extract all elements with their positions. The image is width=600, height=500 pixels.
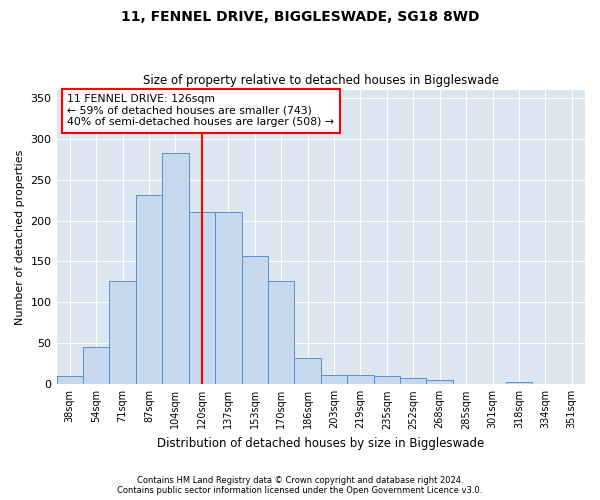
Text: Contains HM Land Registry data © Crown copyright and database right 2024.
Contai: Contains HM Land Registry data © Crown c… [118,476,482,495]
Y-axis label: Number of detached properties: Number of detached properties [15,149,25,324]
Bar [295,358,321,384]
Bar [506,382,532,384]
Bar [162,152,188,384]
X-axis label: Distribution of detached houses by size in Biggleswade: Distribution of detached houses by size … [157,437,484,450]
Bar [56,376,83,384]
Bar [347,376,374,384]
Bar [268,281,295,384]
Bar [188,212,215,384]
Bar [136,195,162,384]
Bar [109,281,136,384]
Bar [374,376,400,384]
Bar [83,346,109,385]
Bar [215,212,242,384]
Bar [400,378,427,384]
Bar [427,380,453,384]
Text: 11 FENNEL DRIVE: 126sqm
← 59% of detached houses are smaller (743)
40% of semi-d: 11 FENNEL DRIVE: 126sqm ← 59% of detache… [67,94,334,127]
Text: 11, FENNEL DRIVE, BIGGLESWADE, SG18 8WD: 11, FENNEL DRIVE, BIGGLESWADE, SG18 8WD [121,10,479,24]
Bar [242,256,268,384]
Title: Size of property relative to detached houses in Biggleswade: Size of property relative to detached ho… [143,74,499,87]
Bar [321,376,347,384]
